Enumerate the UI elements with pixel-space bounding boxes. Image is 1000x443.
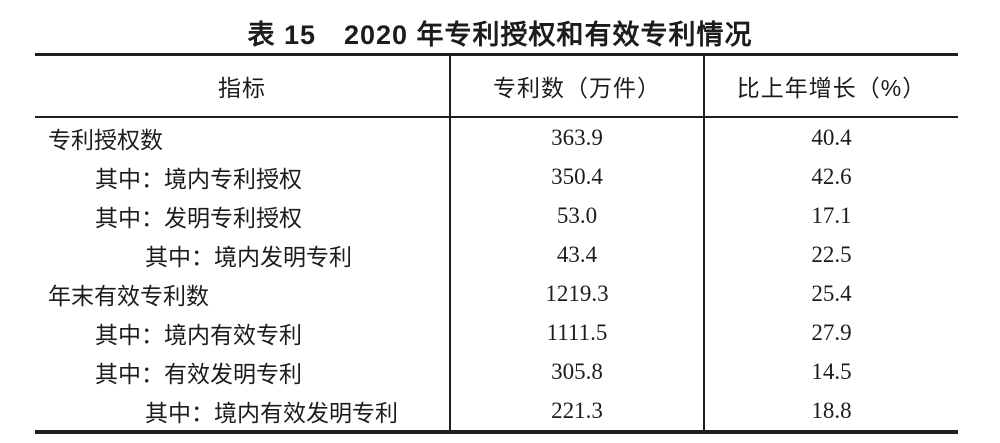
table-header: 指标 专利数（万件） 比上年增长（%）: [35, 54, 958, 118]
growth-value: 14.5: [703, 352, 958, 391]
column-header-growth: 比上年增长（%）: [703, 54, 958, 118]
column-header-patents: 专利数（万件）: [449, 54, 704, 118]
table-body: 专利授权数 363.9 40.4 其中：境内专利授权 350.4 42.6 其中…: [35, 117, 958, 432]
growth-value: 42.6: [703, 157, 958, 196]
patents-value: 1219.3: [449, 274, 704, 313]
column-header-indicator: 指标: [35, 54, 450, 118]
growth-value: 40.4: [703, 117, 958, 157]
indicator-text: 其中：境内专利授权: [95, 166, 302, 192]
patents-value: 350.4: [449, 157, 704, 196]
patents-value: 221.3: [449, 391, 704, 432]
patents-value: 363.9: [449, 117, 704, 157]
indicator-text: 其中：境内有效发明专利: [145, 400, 398, 426]
patents-value: 53.0: [449, 196, 704, 235]
indicator-cell: 年末有效专利数: [35, 274, 450, 313]
table-row: 其中：境内有效发明专利 221.3 18.8: [35, 391, 958, 432]
indicator-text: 其中：境内有效专利: [95, 322, 302, 348]
indicator-cell: 其中：境内有效发明专利: [35, 391, 450, 432]
indicator-text: 年末有效专利数: [48, 283, 209, 309]
patents-value: 1111.5: [449, 313, 704, 352]
table-row: 其中：发明专利授权 53.0 17.1: [35, 196, 958, 235]
header-row: 指标 专利数（万件） 比上年增长（%）: [35, 54, 958, 118]
patents-value: 305.8: [449, 352, 704, 391]
growth-value: 22.5: [703, 235, 958, 274]
indicator-cell: 其中：境内有效专利: [35, 313, 450, 352]
table-row: 专利授权数 363.9 40.4: [35, 117, 958, 157]
growth-value: 18.8: [703, 391, 958, 432]
table-row: 其中：境内专利授权 350.4 42.6: [35, 157, 958, 196]
indicator-cell: 其中：发明专利授权: [35, 196, 450, 235]
patents-value: 43.4: [449, 235, 704, 274]
indicator-cell: 其中：境内专利授权: [35, 157, 450, 196]
table-title: 表 15 2020 年专利授权和有效专利情况: [247, 20, 753, 50]
table-row: 其中：有效发明专利 305.8 14.5: [35, 352, 958, 391]
indicator-cell: 专利授权数: [35, 117, 450, 157]
growth-value: 17.1: [703, 196, 958, 235]
growth-value: 25.4: [703, 274, 958, 313]
table-row: 年末有效专利数 1219.3 25.4: [35, 274, 958, 313]
indicator-text: 其中：境内发明专利: [145, 244, 352, 270]
indicator-text: 其中：有效发明专利: [95, 361, 302, 387]
indicator-text: 专利授权数: [48, 127, 163, 153]
growth-value: 27.9: [703, 313, 958, 352]
patent-statistics-table: 指标 专利数（万件） 比上年增长（%） 专利授权数 363.9 40.4 其中：…: [35, 53, 958, 434]
indicator-cell: 其中：境内发明专利: [35, 235, 450, 274]
table-row: 其中：境内有效专利 1111.5 27.9: [35, 313, 958, 352]
indicator-cell: 其中：有效发明专利: [35, 352, 450, 391]
indicator-text: 其中：发明专利授权: [95, 205, 302, 231]
table-row: 其中：境内发明专利 43.4 22.5: [35, 235, 958, 274]
